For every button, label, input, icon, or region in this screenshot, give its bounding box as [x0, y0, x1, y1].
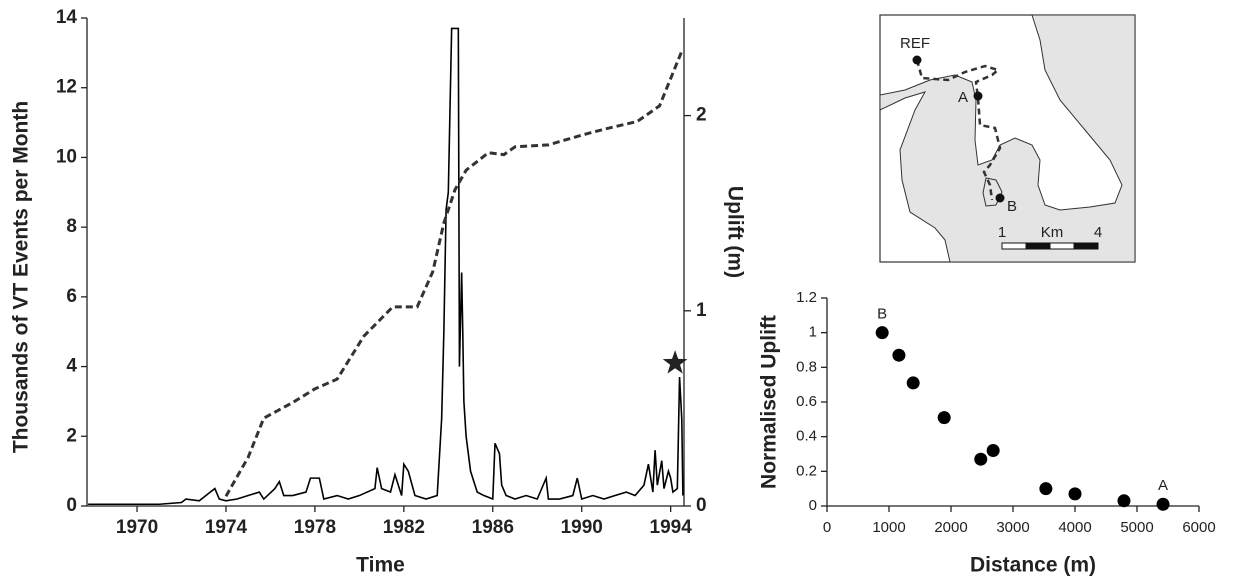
y-tick-label: 6: [66, 286, 77, 307]
y2-tick-label: 1: [696, 300, 707, 321]
point: [937, 411, 951, 425]
x-tick-label: 1990: [561, 517, 603, 538]
y-tick-label: 0.8: [796, 358, 817, 375]
x-tick-label: 1974: [205, 517, 248, 538]
event-line: [88, 27, 684, 506]
map-label: REF: [900, 35, 930, 52]
scale-label: 1: [998, 224, 1006, 241]
y2-axis-label: Uplift (m): [723, 186, 746, 278]
y-tick-label: 0: [809, 497, 817, 514]
y-tick-label: 14: [56, 7, 78, 28]
x-axis-label: Distance (m): [970, 554, 1096, 577]
point: [1156, 497, 1170, 511]
y-tick-label: 1: [809, 324, 817, 341]
annotation: A: [1158, 477, 1168, 494]
point: [1117, 494, 1131, 508]
map: REF A B 1 Km 4: [879, 14, 1136, 263]
x-tick-label: 2000: [934, 519, 967, 536]
scale-label: Km: [1041, 224, 1064, 241]
x-tick-label: 1000: [872, 519, 905, 536]
x-tick-label: 0: [823, 519, 831, 536]
x-tick-label: 3000: [996, 519, 1029, 536]
site-dot: [912, 55, 922, 65]
point: [875, 326, 889, 340]
y-axis-label: Normalised Uplift: [758, 315, 781, 489]
scale-label: 4: [1094, 224, 1102, 241]
x-tick-label: 1986: [472, 517, 514, 538]
x-tick-label: 6000: [1182, 519, 1215, 536]
x-tick-label: 1994: [650, 517, 693, 538]
y-tick-label: 1.2: [796, 289, 817, 306]
point: [892, 348, 906, 362]
map-label: B: [1007, 198, 1017, 215]
y-tick-label: 0.2: [796, 462, 817, 479]
y-tick-label: 2: [66, 425, 77, 446]
y2-tick-label: 2: [696, 105, 707, 126]
y-tick-label: 8: [66, 216, 77, 237]
point: [974, 452, 988, 466]
y-tick-label: 4: [66, 356, 77, 377]
scale-segment: [1073, 242, 1099, 250]
point: [1068, 487, 1082, 501]
scale-segment: [1025, 242, 1051, 250]
scale-segment: [1049, 242, 1075, 250]
x-axis-label: Time: [356, 554, 405, 577]
site-dot: [995, 193, 1005, 203]
route: [915, 59, 1002, 201]
star-marker: [662, 350, 688, 374]
annotation: B: [877, 306, 887, 323]
land: [879, 14, 1136, 263]
point: [1039, 482, 1053, 496]
x-tick-label: 1982: [383, 517, 425, 538]
point: [906, 376, 920, 390]
y-tick-label: 0.4: [796, 428, 817, 445]
y-tick-label: 10: [56, 146, 77, 167]
y-tick-label: 12: [56, 77, 77, 98]
point: [986, 444, 1000, 458]
map-label: A: [958, 89, 968, 106]
x-tick-label: 1970: [116, 517, 158, 538]
scale-segment: [1001, 242, 1027, 250]
uplift-line: [224, 50, 684, 497]
y2-tick-label: 0: [696, 495, 707, 516]
y-tick-label: 0: [66, 495, 77, 516]
site-dot: [973, 91, 983, 101]
x-tick-label: 1978: [294, 517, 336, 538]
y-tick-label: 0.6: [796, 393, 817, 410]
x-tick-label: 5000: [1120, 519, 1153, 536]
x-tick-label: 4000: [1058, 519, 1091, 536]
y-axis-label: Thousands of VT Events per Month: [10, 101, 33, 453]
